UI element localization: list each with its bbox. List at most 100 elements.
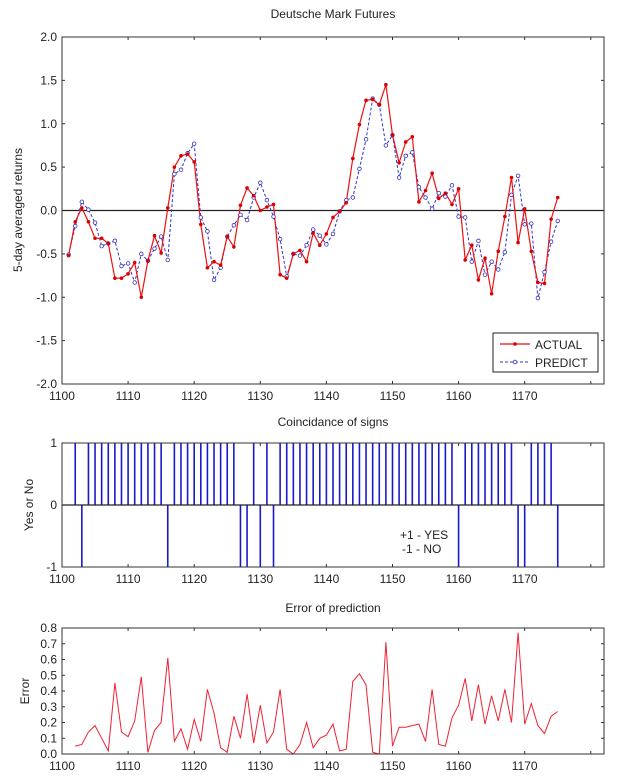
x-tick-label: 1140 xyxy=(313,572,339,586)
y-tick-label: 0.0 xyxy=(40,747,57,761)
predict-point xyxy=(423,195,428,200)
predict-point xyxy=(522,222,527,227)
error-series-line xyxy=(75,632,558,755)
actual-point xyxy=(172,165,177,169)
actual-point xyxy=(113,276,117,280)
predict-point xyxy=(555,218,560,224)
actual-point xyxy=(80,206,84,210)
actual-point xyxy=(509,175,514,180)
predict-point xyxy=(363,137,369,142)
y-tick-label: 0.4 xyxy=(40,684,57,698)
predict-point xyxy=(271,214,276,219)
predict-point xyxy=(79,199,85,205)
predict-point xyxy=(92,220,98,225)
actual-point xyxy=(337,209,342,214)
actual-point xyxy=(159,251,163,255)
predict-point xyxy=(410,150,415,155)
signs-chart-title: Coincidance of signs xyxy=(278,415,389,429)
y-tick-label: 0.1 xyxy=(40,731,57,745)
actual-point xyxy=(232,245,236,249)
x-tick-label: 1130 xyxy=(247,759,273,773)
actual-point xyxy=(549,217,553,221)
actual-point xyxy=(503,214,507,219)
x-tick-label: 1170 xyxy=(512,572,538,586)
actual-point xyxy=(522,206,527,211)
predict-point xyxy=(310,227,316,232)
predict-point xyxy=(489,259,494,264)
actual-point xyxy=(364,98,368,103)
actual-point xyxy=(212,259,216,264)
predict-point xyxy=(535,295,541,301)
predict-point xyxy=(132,280,137,285)
x-tick-label: 1130 xyxy=(247,572,273,586)
predict-point xyxy=(297,253,303,258)
actual-point xyxy=(443,191,448,195)
predict-point xyxy=(350,195,356,200)
legend-box xyxy=(492,332,599,373)
predict-point xyxy=(317,233,322,238)
x-tick-label: 1100 xyxy=(49,389,75,403)
predict-point xyxy=(304,242,309,248)
actual-point xyxy=(351,156,355,161)
predict-point xyxy=(482,272,488,277)
actual-point xyxy=(529,249,534,254)
actual-point xyxy=(317,243,322,247)
predict-point xyxy=(211,277,217,283)
signs-annotation-no: -1 - NO xyxy=(402,542,441,556)
returns-y-axis-label: 5-day averaged returns xyxy=(11,148,25,272)
predict-point xyxy=(403,153,408,159)
actual-point xyxy=(265,205,269,209)
predict-point xyxy=(456,214,461,219)
returns-axis-ticks: 1100 1110 1120 1130 1140 1150 1160 1170 2.0 1.5 1.… xyxy=(36,30,604,403)
predict-point xyxy=(86,207,91,212)
actual-point xyxy=(331,215,335,220)
x-tick-label: 1120 xyxy=(181,572,207,586)
actual-point xyxy=(450,202,454,207)
x-tick-label: 1120 xyxy=(181,759,207,773)
error-chart: Error of prediction Error 1100 1110 1120 11… xyxy=(18,601,605,773)
actual-point xyxy=(199,222,203,227)
x-tick-label: 1140 xyxy=(313,759,339,773)
signs-axis-ticks: 1100 1110 1120 1130 1140 1150 1160 1170 1 0 -1 xyxy=(46,436,604,586)
x-tick-label: 1110 xyxy=(116,572,141,586)
predict-point xyxy=(165,257,170,263)
actual-point xyxy=(403,140,408,144)
x-tick-label: 1150 xyxy=(380,389,406,403)
predict-point xyxy=(416,184,422,190)
predict-series-points xyxy=(66,96,560,301)
y-tick-label: -1.0 xyxy=(36,290,57,304)
actual-point xyxy=(298,248,302,253)
y-tick-label: 1.0 xyxy=(40,117,57,131)
actual-point xyxy=(179,154,183,158)
actual-point xyxy=(119,276,124,280)
predict-point xyxy=(502,249,508,255)
actual-point xyxy=(205,265,210,270)
legend: ACTUAL PREDICT xyxy=(492,332,599,373)
returns-plot-frame xyxy=(61,36,605,385)
x-tick-label: 1140 xyxy=(313,389,339,403)
y-tick-label: 0.7 xyxy=(40,637,57,651)
actual-point xyxy=(245,186,249,190)
actual-point xyxy=(146,259,150,263)
y-tick-label: -2.0 xyxy=(36,377,57,391)
actual-series-line xyxy=(68,84,559,298)
actual-point xyxy=(251,193,256,198)
predict-point xyxy=(396,175,402,180)
actual-point xyxy=(192,160,196,164)
error-chart-title: Error of prediction xyxy=(285,601,380,615)
predict-point xyxy=(324,242,329,247)
predict-point xyxy=(469,259,475,264)
predict-point xyxy=(330,231,336,237)
y-tick-label: 0.5 xyxy=(40,160,57,174)
actual-point xyxy=(66,253,71,258)
x-tick-label: 1150 xyxy=(380,759,406,773)
predict-point xyxy=(264,197,270,203)
predict-point xyxy=(198,215,204,220)
actual-point xyxy=(344,200,349,205)
predict-point xyxy=(139,251,144,257)
actual-point xyxy=(218,263,223,267)
x-tick-label: 1100 xyxy=(49,572,75,586)
actual-point xyxy=(496,249,501,254)
actual-point xyxy=(86,219,91,224)
